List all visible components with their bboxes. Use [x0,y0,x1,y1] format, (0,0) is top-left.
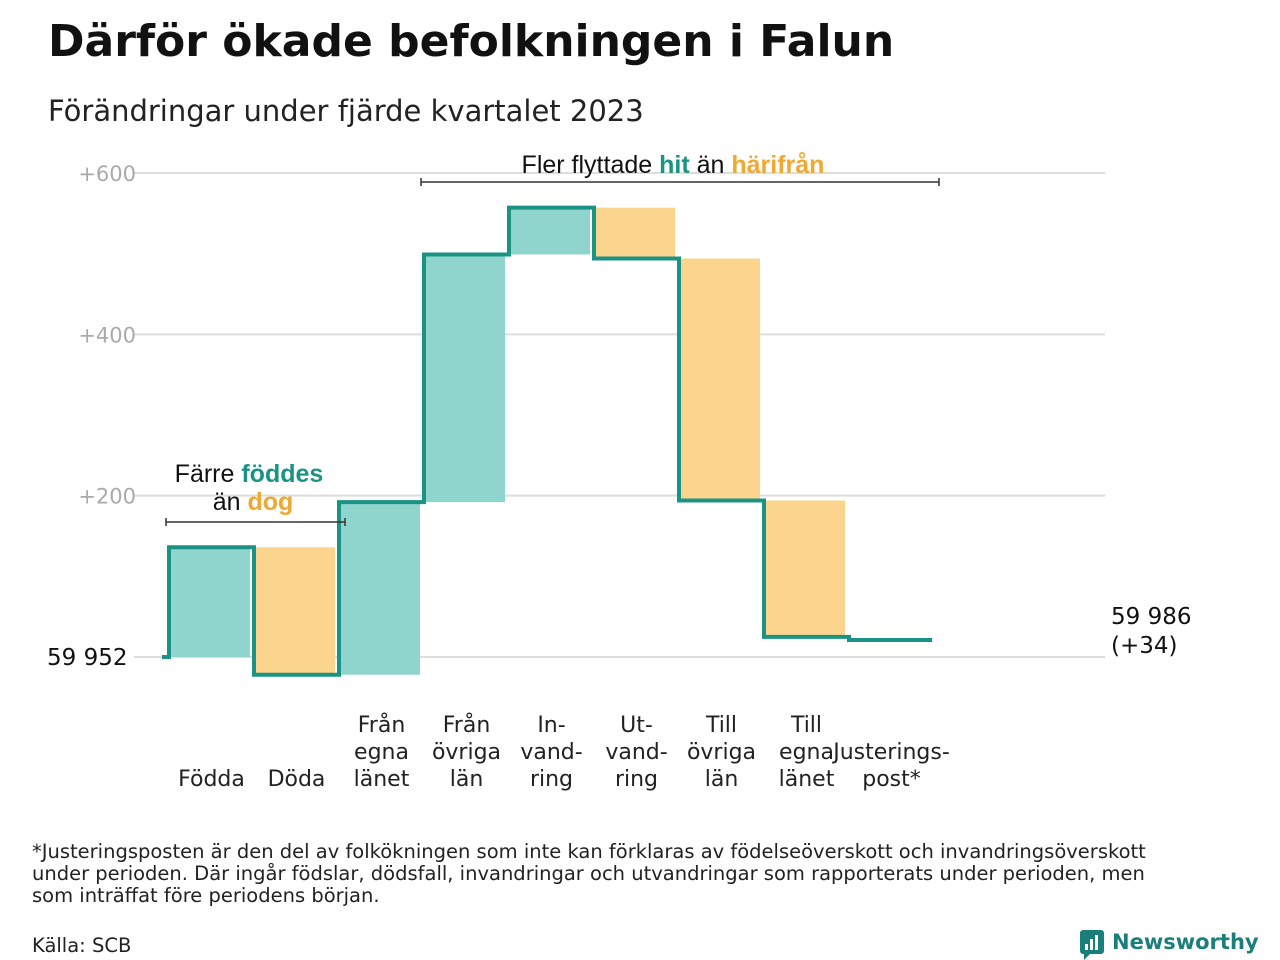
bar-tillövrigalän [679,258,760,501]
category-label: ring [530,767,573,792]
bar-frånegnalänet [339,502,420,675]
category-label: län [450,767,484,792]
category-label: övriga [432,740,501,765]
category-label: länet [779,767,835,792]
end-value-label: 59 986 [1111,604,1191,630]
footnote-line-1: *Justeringsposten är den del av folkökni… [32,840,1146,863]
bars [169,207,845,675]
migration-annotation: Fler flyttade hit än härifrån [522,151,825,179]
baseline-label: 59 952 [47,645,127,671]
step-line [162,205,932,677]
category-label: övriga [687,740,756,765]
cumulative-step-line [162,205,932,677]
source-label: Källa: SCB [32,934,131,957]
bar-frånövrigalän [424,254,505,503]
category-label: Justerings- [831,740,950,765]
category-label: In- [537,713,565,738]
category-label: Från [358,712,406,738]
category-label: vand- [520,740,582,765]
category-label: post* [862,767,921,792]
footnote-line-2: under perioden. Där ingår födslar, dödsf… [32,862,1145,885]
y-tick-label: +400 [78,323,136,347]
category-label: Döda [268,767,326,792]
chart-subtitle: Förändringar under fjärde kvartalet 2023 [48,94,644,128]
category-label: egna [779,740,834,765]
bar-invandring [509,207,590,255]
category-label: län [705,767,739,792]
category-label: egna [354,740,409,765]
chart-title: Därför ökade befolkningen i Falun [48,16,894,67]
category-label: ring [615,767,658,792]
category-label: vand- [605,740,667,765]
category-label: Till [705,713,737,738]
y-tick-label: +200 [78,485,136,509]
footnote-line-3: som inträffat före periodens början. [32,884,380,907]
category-label: Från [443,712,491,738]
end-change-label: (+34) [1111,633,1177,659]
bar-döda [254,547,335,675]
gridlines [134,172,1105,658]
births-annotation-line2: än dog [213,488,294,516]
bar-tillegnalänet [764,500,845,637]
y-tick-label: +600 [78,162,136,186]
category-label: Till [790,713,822,738]
bar-utvandring [594,207,675,259]
bar-födda [169,547,250,657]
brand-name: Newsworthy [1112,930,1259,954]
category-label: länet [354,767,410,792]
category-label: Födda [178,767,245,792]
category-label: Ut- [620,713,653,738]
births-annotation-line1: Färre föddes [175,460,324,488]
bar-chart-icon [1080,930,1104,960]
